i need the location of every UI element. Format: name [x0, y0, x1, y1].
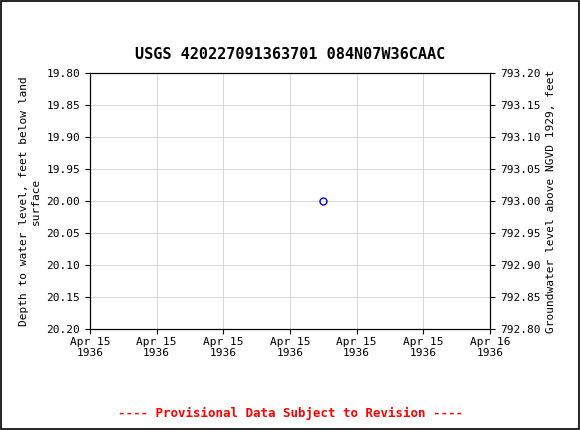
Y-axis label: Groundwater level above NGVD 1929, feet: Groundwater level above NGVD 1929, feet: [546, 69, 556, 333]
Text: ---- Provisional Data Subject to Revision ----: ---- Provisional Data Subject to Revisio…: [118, 407, 462, 420]
Text: ≡USGS: ≡USGS: [7, 9, 61, 27]
Y-axis label: Depth to water level, feet below land
surface: Depth to water level, feet below land su…: [19, 76, 41, 326]
Text: USGS 420227091363701 084N07W36CAAC: USGS 420227091363701 084N07W36CAAC: [135, 47, 445, 62]
